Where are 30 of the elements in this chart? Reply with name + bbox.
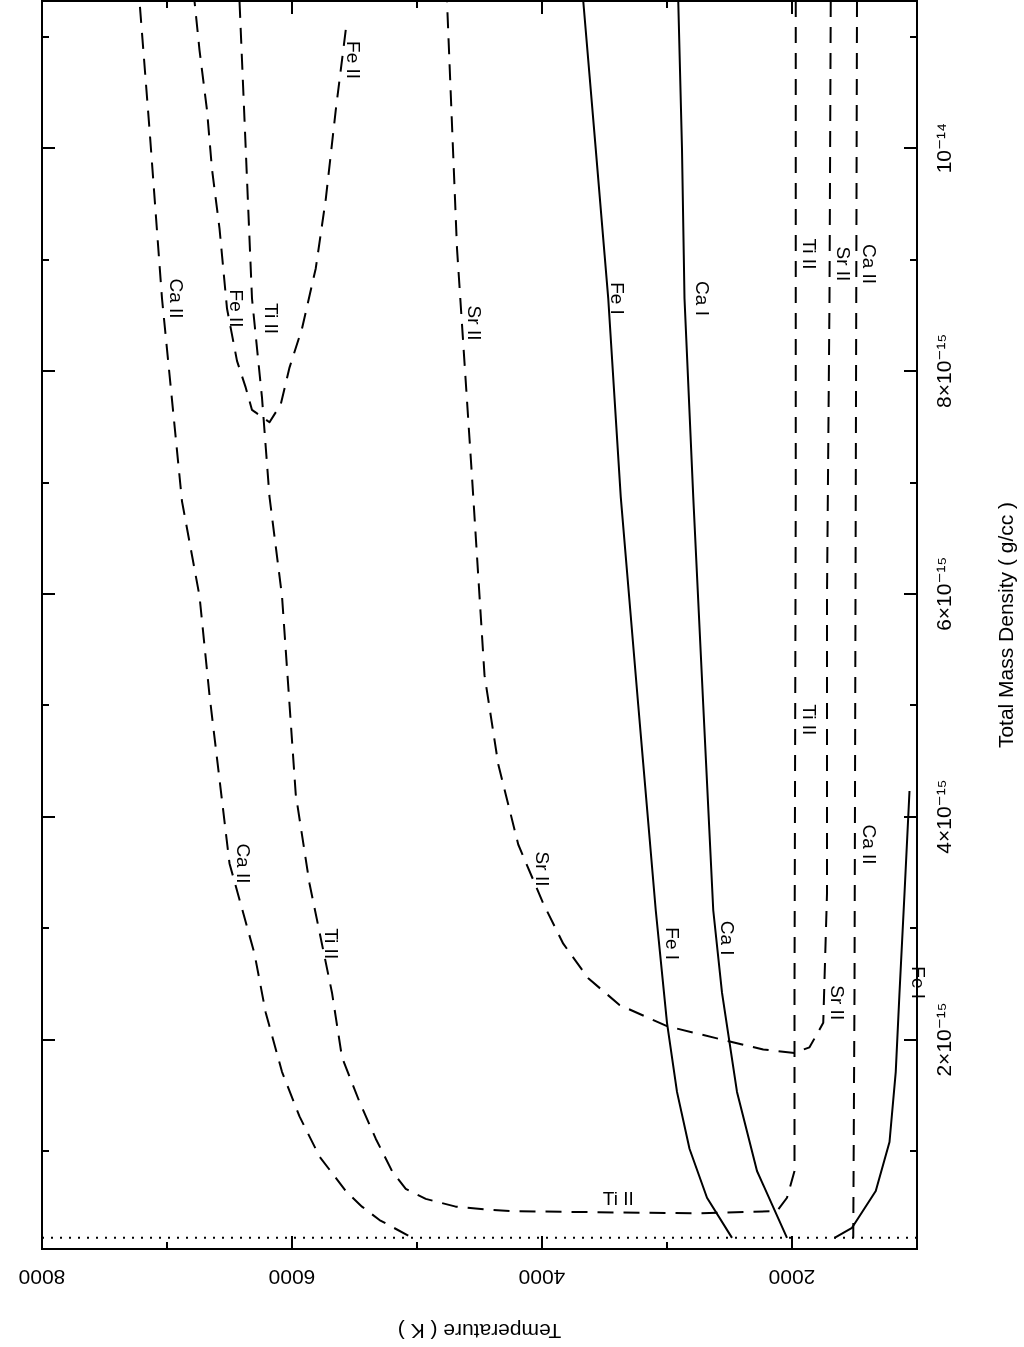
annotation: Ti II (602, 1187, 634, 1209)
annotation: Ca II (165, 278, 187, 319)
y-tick-label: 2×10⁻¹⁵ (932, 1002, 955, 1077)
annotation: Ti II (320, 928, 342, 960)
x-axis-title: Temperature ( K ) (397, 1320, 562, 1343)
annotation: Ca II (859, 243, 881, 285)
x-tick-label: 6000 (268, 1266, 316, 1289)
annotation: Ti II (799, 704, 821, 736)
y-tick-label: 4×10⁻¹⁵ (932, 779, 955, 854)
annotation: Ca II (859, 824, 881, 865)
x-tick-label: 4000 (518, 1266, 566, 1289)
x-tick-label: 8000 (18, 1266, 66, 1289)
annotation: Fe I (661, 927, 683, 961)
annotation: Fe II (225, 289, 247, 328)
y-axis-title: Total Mass Density ( g/cc ) (994, 501, 1017, 749)
annotation: Ca I (691, 281, 713, 316)
annotation: Ti II (799, 238, 821, 270)
annotation: Sr II (826, 985, 848, 1021)
annotation: Fe I (606, 282, 628, 315)
annotation: Ca I (716, 920, 738, 956)
annotation: Fe II (343, 41, 364, 80)
y-tick-label: 6×10⁻¹⁵ (932, 556, 955, 631)
annotation: Sr II (464, 305, 486, 341)
annotation: Ca II (233, 843, 254, 884)
y-tick-label: 10⁻¹⁴ (932, 122, 955, 174)
annotation: Sr II (833, 246, 854, 282)
annotation: Sr II (531, 851, 553, 887)
annotation: Ti II (260, 303, 282, 335)
y-tick-label: 8×10⁻¹⁵ (932, 333, 955, 408)
x-tick-label: 2000 (768, 1266, 816, 1289)
